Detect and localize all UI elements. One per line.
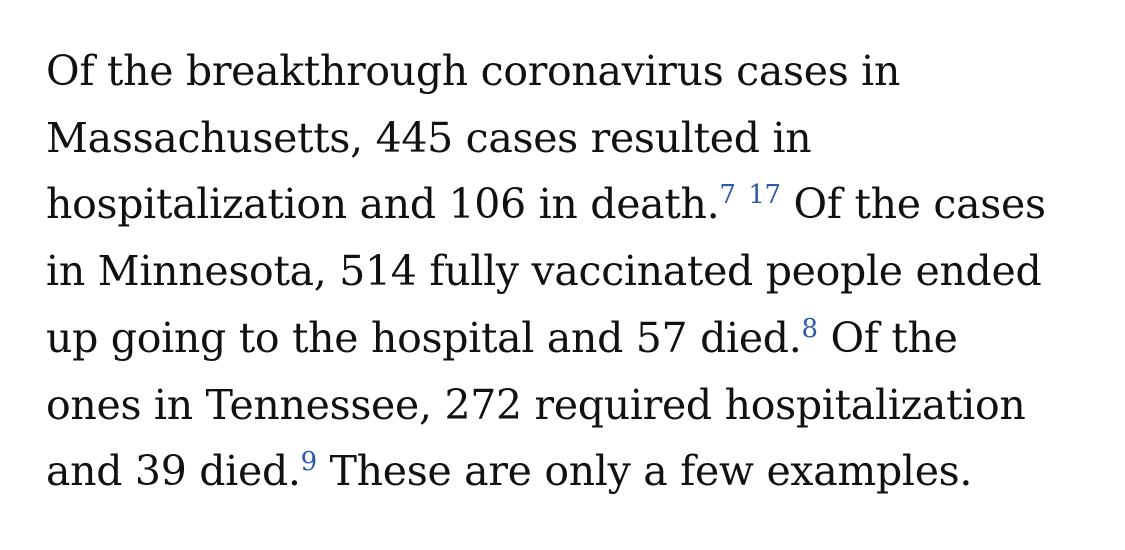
article-paragraph: Of the breakthrough coronavirus cases in… [46,38,1086,505]
text-run: hospitalization and 106 in death. [46,180,720,229]
text-run: up going to the hospital and 57 died. [46,313,802,362]
text-run: ones in Tennessee, 272 required hospital… [46,380,1026,429]
paragraph-line-1: Of the breakthrough coronavirus cases in [46,38,1086,105]
footnote-ref-17[interactable]: 17 [748,180,781,211]
footnote-ref-7[interactable]: 7 [719,180,736,211]
paragraph-line-5: up going to the hospital and 57 died.8 O… [46,305,1086,372]
text-run [736,180,749,228]
text-run: These are only a few examples. [316,447,973,496]
paragraph-line-6: ones in Tennessee, 272 required hospital… [46,372,1086,439]
text-run: in Minnesota, 514 fully vaccinated peopl… [46,247,1042,296]
paragraph-line-7: and 39 died.9 These are only a few examp… [46,438,1086,505]
footnote-ref-9[interactable]: 9 [300,447,318,478]
footnote-ref-8[interactable]: 8 [801,313,818,344]
text-run: Of the breakthrough coronavirus cases in [46,47,901,95]
paragraph-line-2: Massachusetts, 445 cases resulted in [46,105,1086,172]
paragraph-line-4: in Minnesota, 514 fully vaccinated peopl… [46,238,1086,305]
text-run: Of the [817,313,958,362]
text-run: Of the cases [780,180,1046,229]
text-run: Massachusetts, 445 cases resulted in [46,113,812,162]
paragraph-line-3: hospitalization and 106 in death.7 17 Of… [46,171,1086,238]
text-run: and 39 died. [46,447,301,496]
